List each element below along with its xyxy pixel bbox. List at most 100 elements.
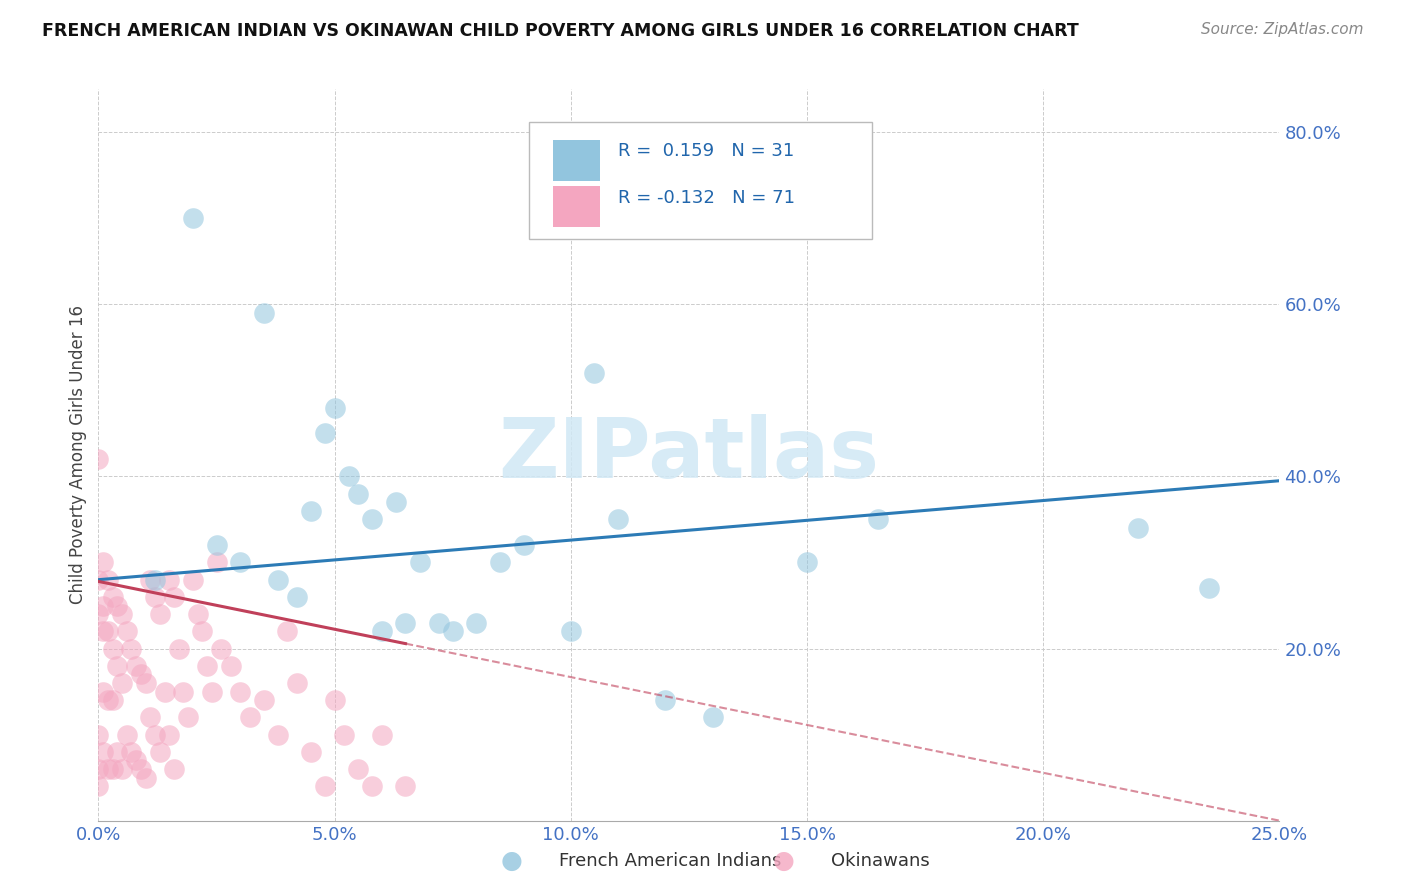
Point: [866, 512, 889, 526]
Text: R = -0.132   N = 71: R = -0.132 N = 71: [619, 189, 794, 208]
Point: [149, 745, 172, 759]
Point: [121, 745, 143, 759]
Point: [276, 624, 298, 639]
Point: [337, 469, 360, 483]
Y-axis label: Child Poverty Among Girls Under 16: Child Poverty Among Girls Under 16: [69, 305, 87, 605]
Point: [157, 728, 180, 742]
Point: [371, 728, 394, 742]
Point: [91, 556, 114, 570]
Point: [702, 710, 724, 724]
Text: French American Indians: French American Indians: [560, 852, 782, 870]
Point: [195, 658, 218, 673]
Point: [427, 615, 450, 630]
Point: [143, 590, 166, 604]
Point: [105, 745, 128, 759]
Point: [111, 762, 134, 776]
Point: [654, 693, 676, 707]
Point: [87, 607, 110, 621]
Text: ●: ●: [501, 849, 523, 873]
Point: [205, 538, 228, 552]
Point: [229, 556, 252, 570]
Point: [314, 779, 336, 793]
Point: [172, 684, 194, 698]
Point: [465, 615, 488, 630]
Point: [91, 624, 114, 639]
Point: [139, 573, 162, 587]
Point: [441, 624, 464, 639]
Point: [209, 641, 232, 656]
Point: [87, 573, 110, 587]
Point: [111, 607, 134, 621]
Point: [91, 599, 114, 613]
Point: [314, 426, 336, 441]
Point: [97, 573, 120, 587]
Point: [97, 624, 120, 639]
Point: [105, 658, 128, 673]
Point: [143, 728, 166, 742]
Point: [1126, 521, 1149, 535]
Point: [87, 762, 110, 776]
Point: [135, 676, 157, 690]
Text: FRENCH AMERICAN INDIAN VS OKINAWAN CHILD POVERTY AMONG GIRLS UNDER 16 CORRELATIO: FRENCH AMERICAN INDIAN VS OKINAWAN CHILD…: [42, 22, 1078, 40]
Point: [91, 745, 114, 759]
Point: [167, 641, 190, 656]
Text: R =  0.159   N = 31: R = 0.159 N = 31: [619, 142, 794, 160]
Point: [285, 590, 308, 604]
Point: [125, 753, 148, 767]
Point: [299, 504, 322, 518]
Text: ●: ●: [772, 849, 794, 873]
Point: [253, 693, 276, 707]
FancyBboxPatch shape: [553, 140, 600, 180]
Point: [607, 512, 630, 526]
Point: [121, 641, 143, 656]
Point: [97, 693, 120, 707]
Point: [323, 401, 346, 415]
Point: [1198, 582, 1220, 596]
Point: [125, 658, 148, 673]
Point: [101, 590, 124, 604]
Point: [181, 211, 204, 226]
Point: [111, 676, 134, 690]
Point: [371, 624, 394, 639]
Point: [101, 641, 124, 656]
Point: [143, 573, 166, 587]
Point: [299, 745, 322, 759]
Point: [115, 728, 138, 742]
Point: [157, 573, 180, 587]
Point: [135, 771, 157, 785]
Point: [205, 556, 228, 570]
Point: [333, 728, 356, 742]
Point: [285, 676, 308, 690]
FancyBboxPatch shape: [530, 122, 872, 239]
Point: [187, 607, 209, 621]
Point: [253, 306, 276, 320]
Point: [105, 599, 128, 613]
Point: [163, 590, 186, 604]
Point: [267, 728, 290, 742]
Point: [361, 779, 384, 793]
Point: [361, 512, 384, 526]
Point: [394, 779, 416, 793]
Point: [163, 762, 186, 776]
Point: [201, 684, 224, 698]
FancyBboxPatch shape: [553, 186, 600, 227]
Point: [129, 762, 152, 776]
Point: [239, 710, 262, 724]
Point: [191, 624, 214, 639]
Point: [91, 684, 114, 698]
Point: [87, 779, 110, 793]
Point: [181, 573, 204, 587]
Point: [394, 615, 416, 630]
Point: [115, 624, 138, 639]
Point: [219, 658, 242, 673]
Point: [153, 684, 176, 698]
Point: [101, 762, 124, 776]
Point: [229, 684, 252, 698]
Point: [347, 486, 370, 500]
Text: ZIPatlas: ZIPatlas: [499, 415, 879, 495]
Point: [101, 693, 124, 707]
Point: [267, 573, 290, 587]
Point: [87, 728, 110, 742]
Point: [347, 762, 370, 776]
Text: Okinawans: Okinawans: [831, 852, 929, 870]
